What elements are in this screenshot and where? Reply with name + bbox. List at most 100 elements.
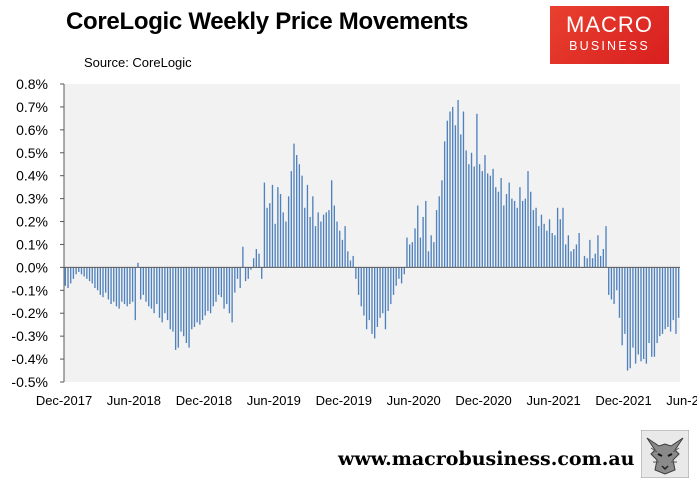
bar [430, 235, 432, 268]
x-tick-label: Jun-2022 [666, 393, 697, 408]
bar [422, 216, 424, 268]
bar [411, 242, 414, 268]
bar [468, 164, 470, 268]
y-tick-label: -0.4% [11, 351, 48, 367]
bar [287, 196, 290, 268]
bar [269, 203, 271, 268]
bar [570, 251, 572, 268]
wolf-logo-icon [641, 430, 689, 478]
bar [80, 267, 83, 275]
x-tick-label: Jun-2018 [107, 393, 161, 408]
bar [476, 113, 478, 268]
x-tick-label: Dec-2020 [455, 393, 511, 408]
bar [454, 125, 457, 268]
bar [449, 111, 451, 268]
bar [250, 267, 252, 270]
bar [473, 166, 475, 268]
bar [172, 267, 174, 332]
bar [320, 221, 322, 268]
bar [419, 237, 422, 268]
bar [105, 267, 107, 293]
bar [290, 171, 292, 268]
bar [562, 207, 564, 268]
bar [538, 226, 540, 268]
bar [94, 267, 96, 289]
y-tick-label: 0.8% [16, 76, 48, 92]
bar [443, 141, 446, 268]
bar [360, 267, 362, 307]
bar [575, 244, 578, 268]
bar [400, 267, 403, 284]
bar [118, 267, 120, 309]
bar [244, 267, 247, 282]
bar [314, 226, 317, 268]
bar [417, 205, 419, 268]
y-tick-label: 0.7% [16, 99, 48, 115]
bar [583, 255, 586, 268]
bar [667, 267, 669, 327]
bar [328, 210, 330, 268]
bar [86, 267, 88, 279]
bar [169, 267, 171, 330]
y-tick-label: -0.2% [11, 305, 48, 321]
bar [223, 267, 225, 309]
bar [96, 267, 99, 291]
bar [129, 267, 131, 305]
bar [578, 233, 580, 268]
y-tick-label: -0.1% [11, 282, 48, 298]
bar-series [64, 100, 680, 371]
bar [231, 267, 233, 323]
bar [139, 267, 142, 300]
bar [215, 267, 217, 302]
bar [608, 267, 610, 295]
bar [107, 267, 110, 300]
bar [524, 198, 526, 268]
bar [99, 267, 101, 295]
bar [384, 267, 387, 330]
bar [274, 223, 276, 268]
bar [72, 267, 75, 279]
bar [91, 267, 93, 284]
bar [535, 207, 537, 268]
bar [352, 255, 354, 268]
bar [218, 267, 220, 295]
bar [556, 207, 559, 268]
bar [193, 267, 196, 327]
bar [634, 267, 637, 364]
bar [301, 175, 303, 268]
bar-chart: -0.5% -0.4% -0.3% -0.2% -0.1% 0.0% 0.1% 0.2% 0.3… [11, 76, 697, 408]
bar [357, 267, 360, 295]
bar [102, 267, 104, 298]
y-tick-label: 0.1% [16, 236, 48, 252]
bar [656, 267, 658, 344]
bar [306, 184, 309, 268]
bar [333, 205, 336, 268]
bar [255, 249, 257, 268]
bar [387, 267, 389, 311]
bar [376, 267, 379, 327]
bar [266, 207, 268, 268]
bar [427, 251, 430, 268]
x-tick-label: Jun-2020 [387, 393, 441, 408]
bar [304, 207, 306, 268]
bar [629, 267, 631, 369]
bar [317, 212, 319, 268]
bar [344, 226, 346, 268]
x-tick-label: Jun-2019 [247, 393, 301, 408]
bar [452, 106, 454, 268]
y-axis-ticks: -0.5% -0.4% -0.3% -0.2% -0.1% 0.0% 0.1% 0.2% 0.3… [11, 76, 64, 390]
bar [158, 267, 161, 318]
bar [543, 223, 545, 268]
bar [252, 258, 255, 268]
footer-url: www.macrobusiness.com.au [338, 448, 635, 470]
bar [640, 267, 642, 362]
y-tick-label: 0.6% [16, 122, 48, 138]
bar [123, 267, 126, 305]
bar [530, 191, 532, 268]
bar [131, 267, 134, 302]
bar [226, 267, 228, 305]
bar [88, 267, 91, 282]
bar [540, 214, 543, 268]
bar [70, 267, 72, 284]
bar [616, 267, 618, 291]
